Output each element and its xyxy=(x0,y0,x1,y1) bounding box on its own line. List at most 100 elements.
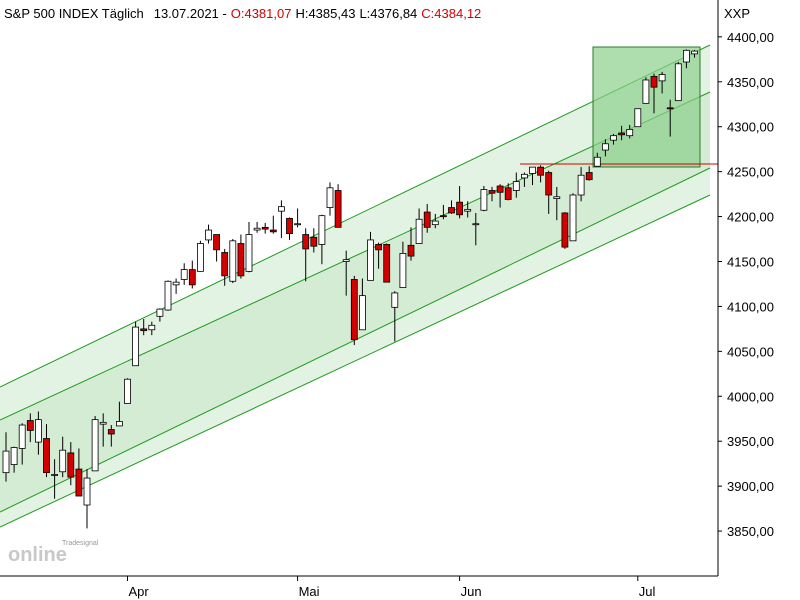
candle-body xyxy=(399,253,407,288)
candle-body xyxy=(326,187,334,208)
candle-body xyxy=(464,208,472,212)
candle-body xyxy=(124,378,131,404)
candle-body xyxy=(294,223,302,226)
candle-body xyxy=(585,172,593,181)
candle-body xyxy=(43,438,50,474)
candle-body xyxy=(310,236,318,247)
header-open: O:4381,07 xyxy=(231,6,292,21)
candle-body xyxy=(59,449,67,473)
y-tick-label: 4250,00 xyxy=(727,165,774,180)
watermark-name: online xyxy=(8,544,67,566)
candle-body xyxy=(391,292,399,308)
candle-body xyxy=(529,166,536,174)
y-tick-label: 4150,00 xyxy=(727,254,774,269)
candle-body xyxy=(496,185,504,193)
candle-body xyxy=(83,477,91,506)
candle-body xyxy=(221,252,229,277)
x-tick-label: Jun xyxy=(461,584,482,599)
candle-body xyxy=(35,419,42,443)
channel-line xyxy=(0,91,711,421)
x-tick-label: Mai xyxy=(299,584,320,599)
candle-body xyxy=(237,243,245,277)
candle-body xyxy=(488,190,496,194)
candle-body xyxy=(618,132,625,136)
candle-body xyxy=(10,447,18,465)
candle-body xyxy=(610,135,617,141)
candle-body xyxy=(229,240,237,282)
y-tick-label: 4000,00 xyxy=(727,389,774,404)
candle-body xyxy=(75,468,83,497)
header-date: 13.07.2021 - xyxy=(154,6,227,21)
candle-body xyxy=(302,234,310,250)
channel-band xyxy=(0,45,710,420)
candle-body xyxy=(683,49,690,63)
candle-body xyxy=(456,201,464,216)
candle-body xyxy=(553,196,561,199)
candle-body xyxy=(205,229,212,241)
candle-body xyxy=(196,243,204,272)
y-tick-label: 3950,00 xyxy=(727,434,774,449)
candle-body xyxy=(569,194,577,242)
candle-body xyxy=(318,215,326,245)
y-tick-label: 3900,00 xyxy=(727,479,774,494)
trend-channel xyxy=(0,44,718,528)
candle-body xyxy=(674,63,682,102)
candle-body xyxy=(261,226,269,230)
candle-body xyxy=(132,326,140,367)
candle-body xyxy=(245,234,253,272)
candle-body xyxy=(116,421,123,427)
header-high: H:4385,43 xyxy=(295,6,355,21)
candle-body xyxy=(26,420,34,431)
candle-body xyxy=(375,244,383,251)
header-title: S&P 500 INDEX Täglich xyxy=(4,6,144,21)
candle-body xyxy=(164,280,172,311)
x-tick-label: Jul xyxy=(639,584,656,599)
candle-body xyxy=(480,189,488,211)
candle-body xyxy=(334,190,342,228)
watermark-brand: Tradesignal xyxy=(62,540,99,547)
candle-body xyxy=(642,79,650,104)
candle-body xyxy=(431,220,439,226)
candle-body xyxy=(650,75,658,88)
candle-body xyxy=(626,128,634,137)
candle-body xyxy=(577,174,585,196)
y-tick-label: 4200,00 xyxy=(727,210,774,225)
candle-body xyxy=(367,239,374,281)
candle-body xyxy=(537,166,544,176)
candle-body xyxy=(472,223,480,226)
candle-body xyxy=(666,107,674,110)
header-low: L:4376,84 xyxy=(359,6,417,21)
candle-body xyxy=(51,474,58,476)
candle-body xyxy=(350,279,358,341)
candle-body xyxy=(188,269,196,286)
candle-body xyxy=(448,207,455,214)
candle-body xyxy=(172,281,180,286)
candle-body xyxy=(521,173,528,179)
candle-body xyxy=(253,227,261,231)
candle-body xyxy=(213,234,221,251)
channel-line xyxy=(0,194,711,528)
candle-body xyxy=(269,229,277,233)
candle-body xyxy=(561,212,569,248)
y-tick-label: 3850,00 xyxy=(727,524,774,539)
channel-band xyxy=(0,168,710,527)
x-tick-label: Apr xyxy=(129,584,150,599)
candle-body xyxy=(148,324,156,331)
header-close: C:4384,12 xyxy=(421,6,481,21)
candle-body xyxy=(439,215,447,218)
candle-body xyxy=(691,50,698,55)
candles xyxy=(2,49,698,529)
candle-body xyxy=(180,269,188,280)
chart-header: S&P 500 INDEX Täglich 13.07.2021 - O:4381,… xyxy=(4,6,481,21)
y-tick-label: 4400,00 xyxy=(727,30,774,45)
highlight-box xyxy=(592,46,701,168)
y-tick-label: 4300,00 xyxy=(727,120,774,135)
y-tick-label: 4100,00 xyxy=(727,299,774,314)
candle-body xyxy=(504,187,512,200)
axis-label: XXP xyxy=(724,6,750,21)
candle-body xyxy=(286,217,293,235)
candle-body xyxy=(415,218,423,244)
candle-body xyxy=(358,295,366,331)
candle-body xyxy=(277,206,285,212)
